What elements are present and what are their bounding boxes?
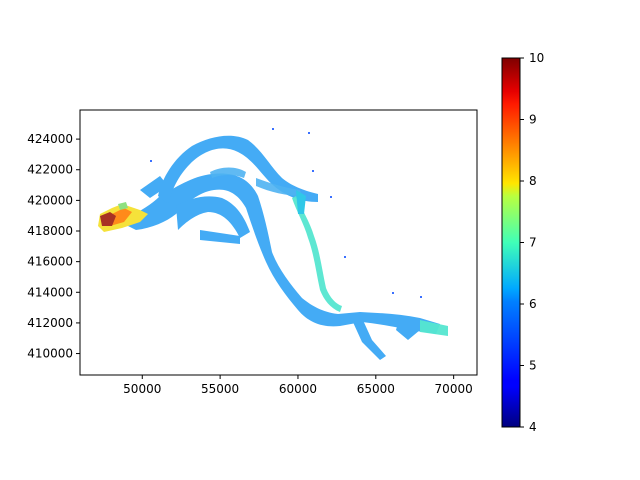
colorbar-gradient bbox=[501, 57, 521, 428]
y-tick-label: 418000 bbox=[27, 224, 73, 238]
plot-area: 50000 55000 60000 65000 70000 41000041200041… bbox=[27, 109, 478, 396]
y-tick-label: 414000 bbox=[27, 285, 73, 299]
colorbar: 4 5 6 7 8 9 10 bbox=[501, 51, 544, 434]
y-tick-label: 412000 bbox=[27, 316, 73, 330]
colorbar-tick-label: 5 bbox=[529, 359, 537, 373]
channel-teal-inlet bbox=[296, 190, 306, 214]
hotspot-west bbox=[98, 202, 148, 232]
channel-side-light bbox=[210, 167, 302, 196]
x-tick-label: 70000 bbox=[435, 382, 473, 396]
colorbar-tick-label: 7 bbox=[529, 236, 537, 250]
colorbar-tick-label: 10 bbox=[529, 51, 544, 65]
colorbar-tick-label: 8 bbox=[529, 174, 537, 188]
y-tick-label: 420000 bbox=[27, 193, 73, 207]
speckles bbox=[150, 128, 422, 298]
y-tick-label: 422000 bbox=[27, 163, 73, 177]
channel-mainstem bbox=[120, 135, 440, 360]
channel-field bbox=[98, 128, 448, 360]
x-tick-label: 55000 bbox=[201, 382, 239, 396]
y-tick-label: 424000 bbox=[27, 132, 73, 146]
y-tick-label: 410000 bbox=[27, 347, 73, 361]
x-tick-label: 65000 bbox=[357, 382, 395, 396]
x-tick-label: 50000 bbox=[123, 382, 161, 396]
colorbar-tick-label: 4 bbox=[529, 420, 537, 434]
x-tick-label: 60000 bbox=[279, 382, 317, 396]
colorbar-tick-label: 6 bbox=[529, 297, 537, 311]
y-axis: 410000 412000 414000 416000 418000 420000 4220… bbox=[27, 132, 80, 361]
channel-cyan-branch bbox=[292, 196, 448, 336]
colorbar-tick-label: 9 bbox=[529, 113, 537, 127]
x-axis: 50000 55000 60000 65000 70000 bbox=[123, 375, 473, 396]
colorbar-ticks: 4 5 6 7 8 9 10 bbox=[520, 51, 544, 434]
plot-frame bbox=[79, 109, 478, 376]
y-tick-label: 416000 bbox=[27, 255, 73, 269]
